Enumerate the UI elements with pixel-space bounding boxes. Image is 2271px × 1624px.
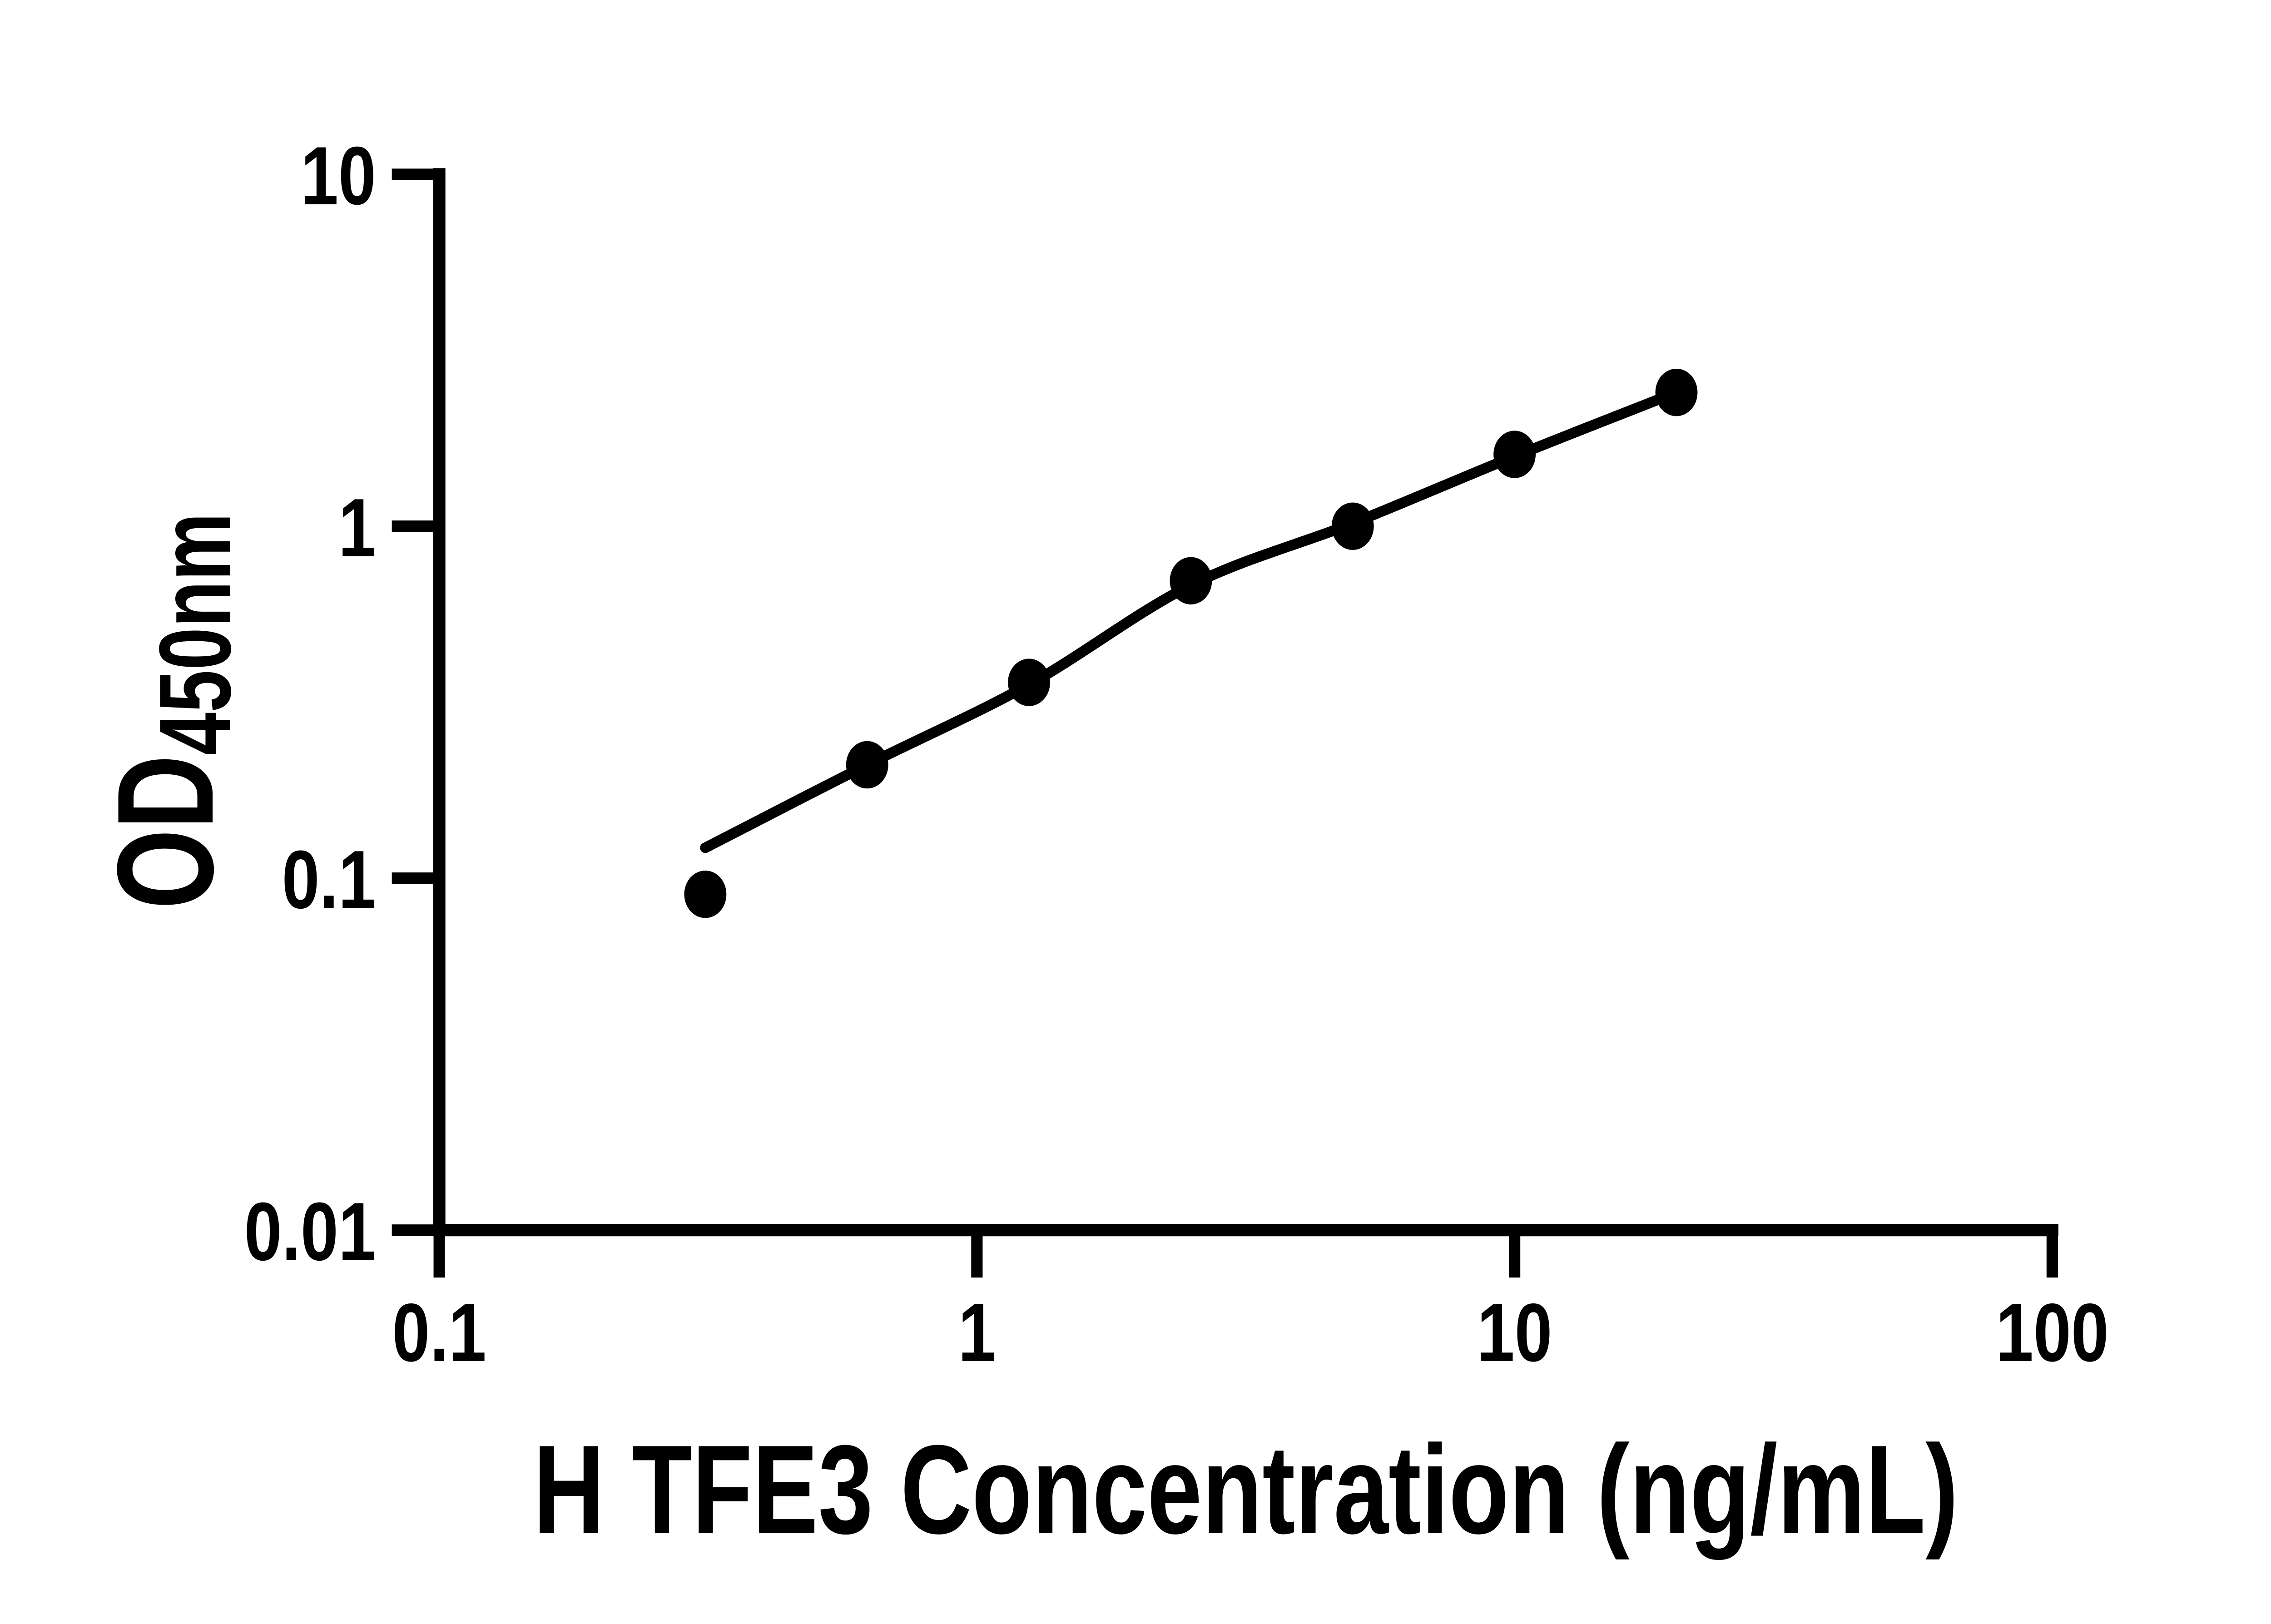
x-axis-title: H TFE3 Concentration (ng/mL) [533, 1419, 1959, 1560]
y-axis-title-base: OD [89, 755, 242, 909]
y-tick-label-0.01: 0.01 [244, 1185, 376, 1277]
x-tick-label-0.1: 0.1 [392, 1287, 486, 1379]
x-tick-label-10: 10 [1477, 1287, 1552, 1379]
data-point [1655, 368, 1698, 416]
y-tick-label-0.1: 0.1 [282, 833, 376, 926]
data-point [1331, 502, 1374, 550]
data-point [1008, 659, 1050, 706]
data-point [1493, 431, 1536, 478]
data-point [846, 741, 888, 789]
data-point [684, 870, 727, 918]
y-axis-title: OD450nm [89, 513, 252, 909]
y-tick-label-10: 10 [301, 130, 376, 222]
y-tick-label-1: 1 [338, 481, 376, 574]
x-tick-label-100: 100 [1996, 1287, 2109, 1379]
data-point [1170, 557, 1212, 605]
y-axis-title-subscript: 450nm [138, 513, 252, 755]
x-tick-label-1: 1 [958, 1287, 996, 1379]
